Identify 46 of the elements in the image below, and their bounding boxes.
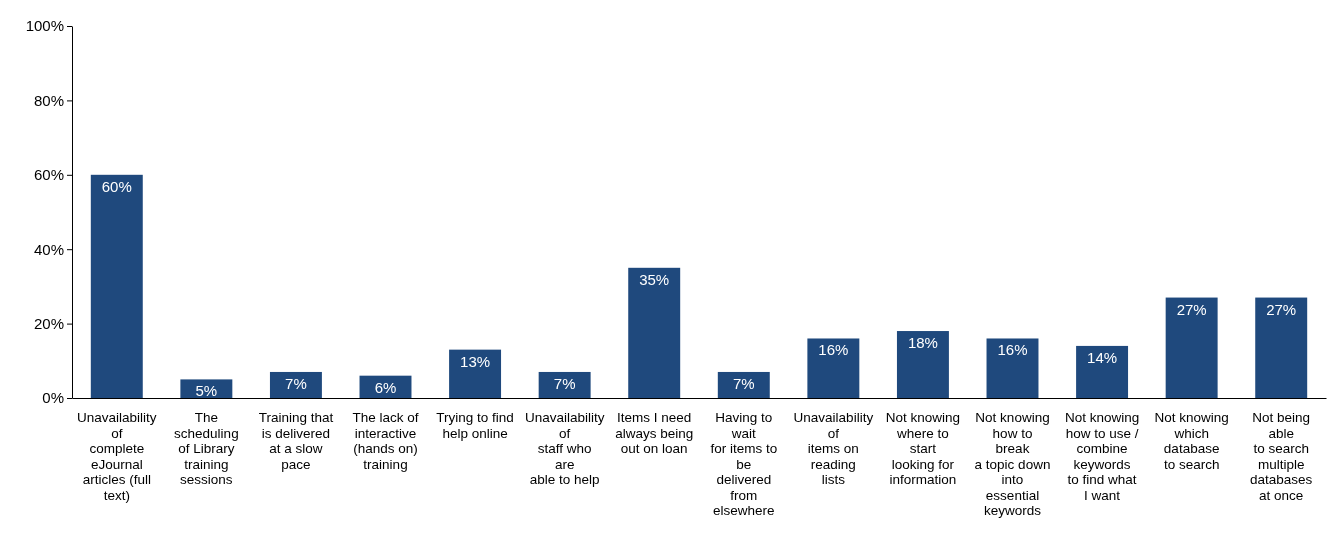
x-tick-label: The lack of interactive (hands on) training — [352, 410, 419, 472]
data-label: 7% — [732, 374, 755, 392]
x-tick-label: Unavailability of staff who are able to help — [524, 410, 605, 487]
data-label: 27% — [1266, 300, 1297, 318]
bar — [1165, 297, 1218, 398]
bar — [449, 349, 502, 398]
x-tick-label: Not knowing where to start looking for information — [885, 410, 961, 487]
data-label: 35% — [639, 270, 670, 288]
x-tick-label: Training that is delivered at a slow pace — [258, 410, 334, 472]
x-tick-label: Items I need always being out on loan — [615, 410, 694, 456]
x-tick-label: Not knowing which database to search — [1154, 410, 1229, 472]
bar — [896, 331, 949, 398]
data-label: 18% — [907, 334, 938, 352]
bar — [269, 371, 322, 398]
y-tick-label: 80% — [33, 91, 64, 109]
bar — [90, 174, 143, 398]
x-tick-label: Trying to find help online — [436, 410, 514, 441]
bar — [807, 338, 860, 398]
bar — [628, 267, 681, 398]
data-label: 14% — [1087, 348, 1118, 366]
data-label: 7% — [553, 374, 576, 392]
x-tick-label: Having to wait for items to be delivered from elsewhere — [710, 410, 778, 518]
y-tick-label: 20% — [33, 314, 64, 332]
data-label: 16% — [997, 341, 1028, 359]
bar — [1076, 345, 1129, 398]
data-label: 16% — [818, 341, 849, 359]
data-label: 27% — [1176, 300, 1207, 318]
x-tick-label: Not being able to search multiple databases at once — [1250, 410, 1313, 503]
data-label: 60% — [101, 177, 132, 195]
bar — [986, 338, 1039, 398]
data-label: 7% — [285, 374, 307, 392]
y-tick-label: 0% — [42, 389, 64, 407]
x-tick-label: Unavailability of items on reading lists — [793, 410, 874, 487]
x-tick-label: Not knowing how to use / combine keywords to find what I want — [1064, 410, 1140, 503]
bar — [717, 371, 770, 398]
bar — [538, 371, 591, 398]
y-tick-label: 60% — [33, 166, 64, 184]
x-tick-label: Unavailability of complete eJournal articles (full text) — [77, 410, 157, 503]
data-label: 6% — [374, 378, 397, 396]
data-label: 13% — [460, 352, 491, 370]
bar — [1255, 297, 1308, 398]
x-tick-label: Not knowing how to break a topic down into essential keywords — [974, 410, 1051, 518]
x-tick-label: The scheduling of Library training sessions — [174, 410, 239, 487]
y-tick-label: 100% — [25, 17, 64, 35]
data-label: 5% — [195, 382, 218, 400]
y-tick-label: 40% — [33, 240, 64, 258]
